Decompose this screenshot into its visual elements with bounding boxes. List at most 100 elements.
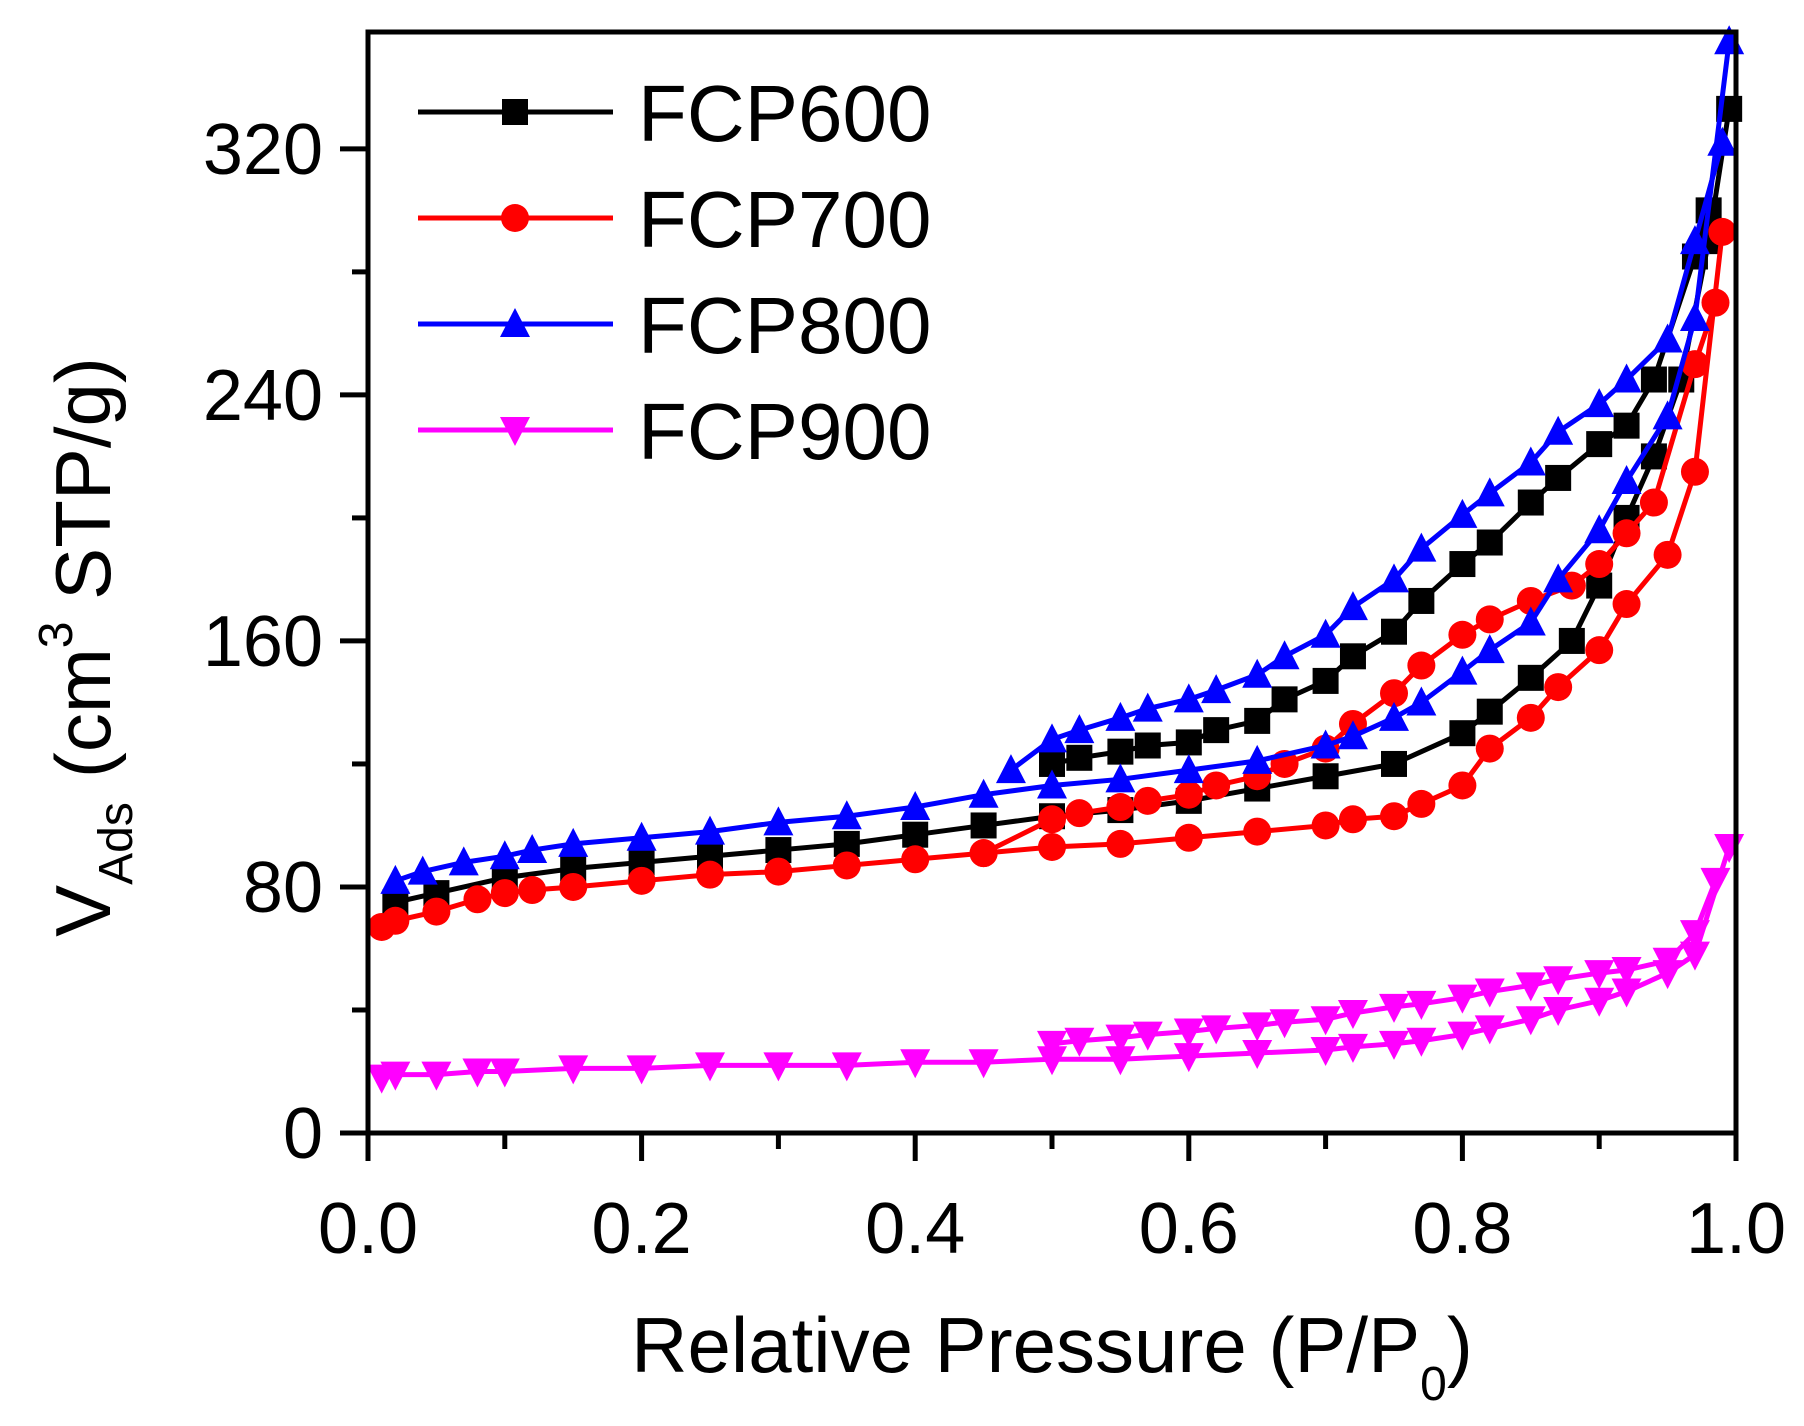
fcp800-desorption-point [1242, 658, 1273, 688]
fcp800-adsorption-point [763, 806, 794, 836]
fcp900-adsorption-point [900, 1049, 931, 1079]
fcp800-desorption-point [1474, 477, 1505, 507]
fcp700-adsorption-point [1448, 771, 1477, 800]
fcp800-desorption-point [1679, 225, 1710, 255]
fcp900-desorption-point [1584, 960, 1615, 990]
fcp900-adsorption-point [1584, 987, 1615, 1017]
fcp700-adsorption-point [1243, 817, 1272, 846]
fcp900-adsorption-point [695, 1052, 725, 1082]
fcp600-desorption-point [1408, 587, 1435, 614]
fcp900-desorption-point [1064, 1027, 1095, 1057]
legend-marker [500, 308, 530, 337]
fcp700-desorption-point [1380, 679, 1408, 708]
fcp900-desorption-point [1105, 1024, 1136, 1054]
fcp800-adsorption-point [831, 800, 862, 830]
fcp600-desorption-point [1613, 412, 1640, 439]
series-fcp700 [367, 217, 1737, 941]
fcp800-adsorption-point [517, 834, 548, 864]
fcp900-adsorption-point [1379, 1030, 1409, 1060]
fcp900-adsorption-point [380, 1061, 411, 1091]
legend-label: FCP900 [638, 387, 931, 476]
fcp700-adsorption-point [696, 860, 724, 889]
fcp900-adsorption-point [1173, 1043, 1204, 1073]
fcp900-desorption-point [1447, 984, 1478, 1014]
fcp900-adsorption-point [489, 1058, 520, 1088]
fcp800-adsorption-point [1310, 729, 1341, 759]
fcp700-adsorption-point [627, 866, 656, 895]
fcp900-adsorption-point [1105, 1046, 1136, 1076]
fcp700-desorption-point [1106, 793, 1135, 822]
x-axis-title: Relative Pressure (P/P0) [631, 1301, 1473, 1411]
fcp600-desorption-point [1271, 686, 1298, 713]
fcp800-desorption-line [1009, 142, 1725, 773]
fcp800-desorption-point [1406, 532, 1437, 562]
legend-label: FCP800 [638, 281, 931, 370]
fcp800-desorption-point [1201, 674, 1232, 704]
fcp700-adsorption-point [490, 879, 519, 908]
fcp600-desorption-point [1312, 667, 1339, 694]
fcp900-adsorption-point [1679, 941, 1710, 971]
fcp800-adsorption-point [1379, 701, 1409, 731]
fcp800-desorption-point [1064, 714, 1095, 744]
x-tick-label: 0.6 [1139, 1189, 1239, 1269]
fcp700-adsorption-point [559, 872, 588, 901]
fcp600-adsorption-point [902, 821, 929, 848]
fcp900-desorption-point [1679, 920, 1710, 950]
fcp900-adsorption-point [626, 1055, 657, 1085]
fcp700-desorption-point [1407, 651, 1436, 680]
fcp800-adsorption-point [1447, 655, 1478, 685]
fcp900-adsorption-point [462, 1058, 493, 1088]
fcp800-adsorption-point [1611, 465, 1642, 495]
fcp600-desorption-point [1586, 431, 1613, 458]
fcp700-adsorption-point [832, 851, 861, 880]
fcp600-desorption-point [1339, 643, 1366, 670]
fcp800-adsorption-point [1515, 606, 1546, 636]
fcp900-desorption-point [1201, 1015, 1232, 1045]
fcp600-desorption-line [1051, 209, 1712, 767]
fcp900-desorption-point [1037, 1030, 1067, 1060]
fcp800-desorption-point [1584, 388, 1615, 418]
fcp700-adsorption-point [1038, 832, 1066, 861]
fcp900-adsorption-point [1611, 978, 1642, 1008]
y-tick-label: 0 [283, 1094, 323, 1174]
plot-frame [365, 29, 1739, 1136]
fcp800-desorption-point [1611, 363, 1642, 393]
ticks-layer: 0.0 0.2 0.4 0.6 0.8 1.0 0 80 160 240 320 [203, 110, 1786, 1269]
fcp700-desorption-point [1639, 488, 1668, 517]
x-tick-label: 0.0 [318, 1189, 418, 1269]
fcp900-adsorption-point [1037, 1046, 1067, 1076]
x-tick-label: 0.4 [865, 1189, 965, 1269]
fcp700-desorption-line [982, 301, 1718, 856]
fcp900-adsorption-point [1310, 1036, 1341, 1066]
legend-marker [500, 417, 530, 446]
fcp900-desorption-point [1652, 947, 1683, 977]
legend-item-fcp700: FCP700 [418, 175, 931, 264]
fcp600-adsorption-point [1558, 627, 1585, 654]
fcp600-desorption-point [1203, 717, 1230, 744]
fcp800-adsorption-point [1105, 763, 1136, 793]
fcp600-desorption-point [1545, 464, 1572, 491]
fcp800-desorption-point [1447, 498, 1478, 528]
fcp600-desorption-point [1175, 729, 1202, 756]
fcp800-adsorption-point [1173, 754, 1204, 784]
fcp900-desorption-point [1611, 957, 1642, 987]
legend-marker [501, 204, 529, 232]
fcp700-adsorption-point [764, 857, 793, 886]
fcp700-adsorption-point [1680, 457, 1709, 486]
x-tick-label: 0.8 [1412, 1189, 1512, 1269]
fcp800-adsorption-point [1543, 563, 1574, 593]
fcp800-adsorption-point [380, 864, 411, 894]
fcp700-adsorption-point [1653, 540, 1682, 569]
fcp700-desorption-point [1133, 786, 1162, 815]
x-tick-label: 1.0 [1686, 1189, 1786, 1269]
series-fcp800 [380, 25, 1745, 894]
fcp800-desorption-point [1310, 618, 1341, 648]
fcp800-adsorption-point [626, 821, 657, 851]
fcp700-adsorption-point [1708, 217, 1737, 246]
fcp600-desorption-point [1134, 732, 1161, 759]
fcp700-desorption-point [1065, 799, 1094, 828]
fcp700-adsorption-point [1475, 734, 1504, 763]
legend-marker [502, 99, 528, 125]
fcp800-desorption-point [995, 754, 1026, 784]
fcp700-adsorption-point [422, 897, 451, 926]
